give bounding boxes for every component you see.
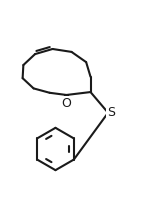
Text: S: S bbox=[107, 106, 115, 119]
Text: O: O bbox=[61, 97, 71, 110]
